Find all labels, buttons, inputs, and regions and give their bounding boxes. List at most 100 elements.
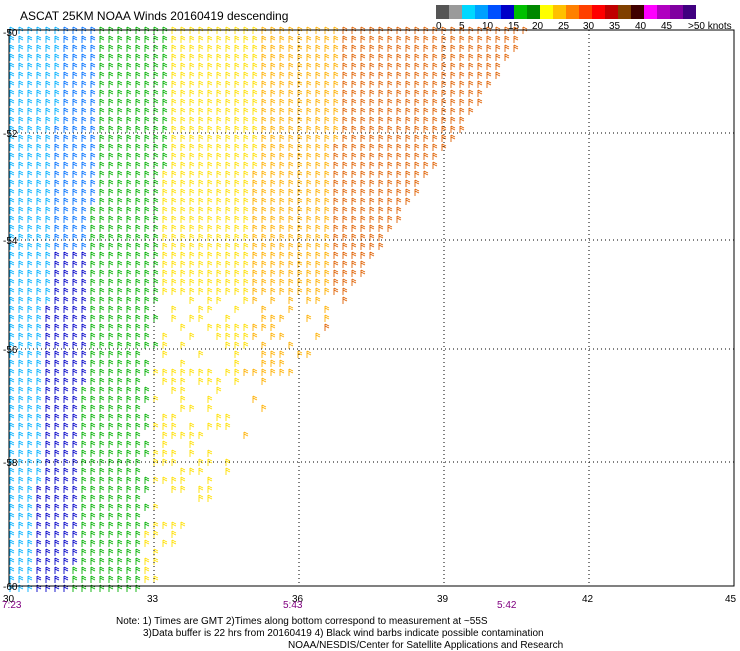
wind-barb (72, 494, 78, 502)
wind-barb (36, 107, 42, 115)
wind-barb (369, 107, 375, 115)
wind-barb (216, 125, 222, 133)
wind-barb (63, 395, 69, 403)
wind-barb (432, 71, 438, 79)
wind-barb (81, 89, 87, 97)
wind-barb (90, 449, 96, 457)
scale-label: 35 (609, 21, 621, 32)
wind-barb (216, 377, 222, 385)
wind-barb (63, 404, 69, 412)
wind-barb (81, 197, 87, 205)
wind-barb (99, 314, 105, 322)
wind-barb (117, 566, 123, 574)
wind-barb (153, 197, 159, 205)
wind-barb (117, 368, 123, 376)
wind-barb (27, 98, 33, 106)
wind-barb (162, 413, 168, 421)
wind-barb (135, 242, 141, 250)
wind-barb (135, 386, 141, 394)
wind-barb (414, 143, 420, 151)
wind-barb (342, 125, 348, 133)
wind-barb (423, 80, 429, 88)
lat-label: -52 (3, 129, 18, 140)
wind-barb (234, 242, 240, 250)
wind-barb (63, 350, 69, 358)
wind-barb (81, 215, 87, 223)
wind-barb (162, 251, 168, 259)
wind-barb (198, 197, 204, 205)
wind-barb (189, 152, 195, 160)
wind-barb (369, 161, 375, 169)
note-line-1: Note: 1) Times are GMT 2)Times along bot… (116, 616, 488, 627)
wind-barb (99, 296, 105, 304)
wind-barb (117, 530, 123, 538)
wind-barb (99, 521, 105, 529)
wind-barb (126, 179, 132, 187)
wind-barb (18, 332, 24, 340)
wind-barb (126, 71, 132, 79)
wind-barb (27, 575, 33, 583)
wind-barb (189, 44, 195, 52)
wind-barb (126, 512, 132, 520)
map-gridlines (9, 30, 734, 586)
wind-barb (324, 116, 330, 124)
wind-barb (198, 377, 204, 385)
wind-barb (36, 485, 42, 493)
wind-barb (90, 539, 96, 547)
wind-barb (153, 62, 159, 70)
wind-barb (396, 44, 402, 52)
wind-barb (90, 152, 96, 160)
wind-barb (306, 314, 312, 322)
wind-barb (90, 80, 96, 88)
wind-barb (432, 125, 438, 133)
wind-barb (216, 422, 222, 430)
wind-barb (90, 107, 96, 115)
wind-barb (279, 332, 285, 340)
wind-barb (225, 467, 231, 475)
wind-barb (27, 530, 33, 538)
wind-barb (423, 143, 429, 151)
wind-barb (216, 89, 222, 97)
wind-barb (459, 35, 465, 43)
wind-barb (234, 98, 240, 106)
wind-barb (72, 179, 78, 187)
wind-barb (108, 305, 114, 313)
wind-barb (90, 296, 96, 304)
wind-barb (36, 224, 42, 232)
wind-barb (36, 116, 42, 124)
wind-barb (234, 377, 240, 385)
wind-barb (90, 440, 96, 448)
wind-barb (117, 134, 123, 142)
wind-barb (252, 107, 258, 115)
wind-barb (117, 350, 123, 358)
wind-barb (207, 89, 213, 97)
wind-barb (54, 269, 60, 277)
wind-barb (27, 395, 33, 403)
wind-barb (9, 368, 15, 376)
wind-barb (90, 476, 96, 484)
wind-barb (9, 359, 15, 367)
wind-barb (378, 170, 384, 178)
wind-barb (36, 350, 42, 358)
wind-barb (360, 125, 366, 133)
wind-barb (27, 359, 33, 367)
wind-barb (297, 260, 303, 268)
wind-barb (27, 566, 33, 574)
wind-barb (189, 53, 195, 61)
wind-barb (72, 125, 78, 133)
wind-barb (117, 557, 123, 565)
scale-swatch (618, 5, 631, 19)
wind-barb (261, 242, 267, 250)
wind-barb (117, 35, 123, 43)
wind-barb (63, 422, 69, 430)
wind-barb (63, 62, 69, 70)
wind-barb (261, 89, 267, 97)
wind-barb (108, 377, 114, 385)
wind-barb (108, 35, 114, 43)
wind-barb (324, 89, 330, 97)
wind-barb (54, 377, 60, 385)
wind-barb (261, 269, 267, 277)
wind-barb (387, 98, 393, 106)
wind-barb (18, 440, 24, 448)
wind-barb (81, 287, 87, 295)
